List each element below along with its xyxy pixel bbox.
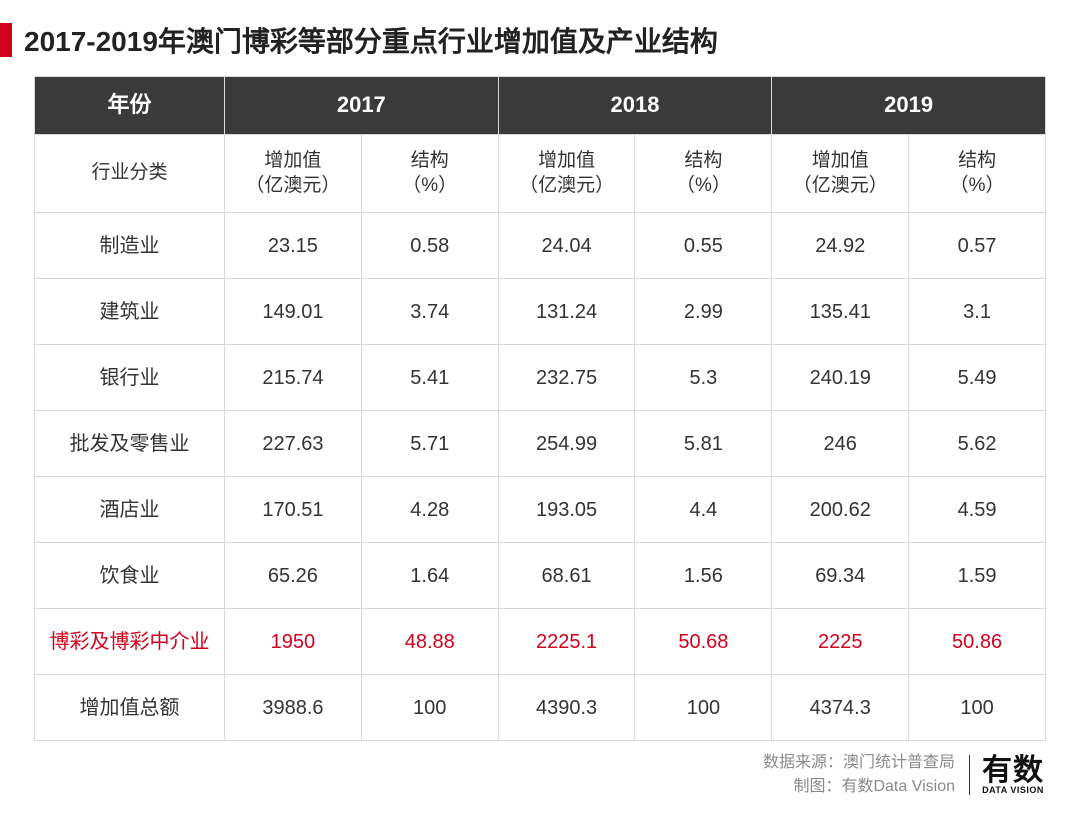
cell: 131.24 [498,279,635,345]
logo-main: 有数 [982,756,1044,786]
cell: 1.64 [361,543,498,609]
table-row: 博彩及博彩中介业195048.882225.150.68222550.86 [35,609,1046,675]
footer: 数据来源：澳门统计普查局 制图：有数Data Vision 有数 DATA VI… [0,741,1080,799]
year-2017: 2017 [225,77,499,135]
cell: 5.3 [635,345,772,411]
table-row: 批发及零售业227.635.71254.995.812465.62 [35,411,1046,477]
cell: 149.01 [225,279,362,345]
table-head: 年份 2017 2018 2019 行业分类 增加值（亿澳元） 结构（%） 增加… [35,77,1046,213]
year-label: 年份 [35,77,225,135]
cell: 193.05 [498,477,635,543]
cell: 4374.3 [772,675,909,741]
row-label: 批发及零售业 [35,411,225,477]
logo-sub: DATA VISION [982,786,1044,795]
cell: 48.88 [361,609,498,675]
cell: 232.75 [498,345,635,411]
data-table: 年份 2017 2018 2019 行业分类 增加值（亿澳元） 结构（%） 增加… [34,76,1046,741]
sub-share-2019: 结构（%） [909,135,1046,213]
table-row: 制造业23.150.5824.040.5524.920.57 [35,213,1046,279]
table-row: 增加值总额3988.61004390.31004374.3100 [35,675,1046,741]
table-row: 饮食业65.261.6468.611.5669.341.59 [35,543,1046,609]
cell: 227.63 [225,411,362,477]
cell: 24.92 [772,213,909,279]
year-2019: 2019 [772,77,1046,135]
cell: 2.99 [635,279,772,345]
footer-divider [969,755,970,795]
cell: 240.19 [772,345,909,411]
row-label: 饮食业 [35,543,225,609]
cell: 5.81 [635,411,772,477]
cell: 246 [772,411,909,477]
cell: 3.74 [361,279,498,345]
category-label: 行业分类 [35,135,225,213]
row-label: 银行业 [35,345,225,411]
title-bar: 2017-2019年澳门博彩等部分重点行业增加值及产业结构 [0,0,1080,76]
cell: 3.1 [909,279,1046,345]
sub-value-2017: 增加值（亿澳元） [225,135,362,213]
row-label: 酒店业 [35,477,225,543]
cell: 4.28 [361,477,498,543]
year-row: 年份 2017 2018 2019 [35,77,1046,135]
cell: 5.71 [361,411,498,477]
row-label: 建筑业 [35,279,225,345]
cell: 5.41 [361,345,498,411]
cell: 5.49 [909,345,1046,411]
year-2018: 2018 [498,77,772,135]
table-row: 银行业215.745.41232.755.3240.195.49 [35,345,1046,411]
cell: 50.86 [909,609,1046,675]
sub-share-2018: 结构（%） [635,135,772,213]
cell: 0.58 [361,213,498,279]
cell: 50.68 [635,609,772,675]
cell: 69.34 [772,543,909,609]
cell: 65.26 [225,543,362,609]
brand-logo: 有数 DATA VISION [982,756,1044,795]
cell: 1.59 [909,543,1046,609]
source-credit: 数据来源：澳门统计普查局 制图：有数Data Vision [763,751,955,799]
cell: 200.62 [772,477,909,543]
cell: 2225 [772,609,909,675]
subheader-row: 行业分类 增加值（亿澳元） 结构（%） 增加值（亿澳元） 结构（%） 增加值（亿… [35,135,1046,213]
row-label: 增加值总额 [35,675,225,741]
table-body: 制造业23.150.5824.040.5524.920.57建筑业149.013… [35,213,1046,741]
cell: 5.62 [909,411,1046,477]
table-row: 建筑业149.013.74131.242.99135.413.1 [35,279,1046,345]
cell: 1.56 [635,543,772,609]
accent-block [0,23,12,57]
cell: 0.57 [909,213,1046,279]
cell: 4.4 [635,477,772,543]
cell: 3988.6 [225,675,362,741]
table-container: 年份 2017 2018 2019 行业分类 增加值（亿澳元） 结构（%） 增加… [0,76,1080,741]
cell: 23.15 [225,213,362,279]
table-row: 酒店业170.514.28193.054.4200.624.59 [35,477,1046,543]
cell: 100 [635,675,772,741]
cell: 4.59 [909,477,1046,543]
cell: 24.04 [498,213,635,279]
page-title: 2017-2019年澳门博彩等部分重点行业增加值及产业结构 [24,20,718,60]
credit-line: 制图：有数Data Vision [763,775,955,799]
cell: 100 [909,675,1046,741]
cell: 135.41 [772,279,909,345]
cell: 254.99 [498,411,635,477]
row-label: 制造业 [35,213,225,279]
sub-value-2019: 增加值（亿澳元） [772,135,909,213]
cell: 4390.3 [498,675,635,741]
cell: 0.55 [635,213,772,279]
cell: 170.51 [225,477,362,543]
sub-share-2017: 结构（%） [361,135,498,213]
cell: 215.74 [225,345,362,411]
row-label: 博彩及博彩中介业 [35,609,225,675]
cell: 68.61 [498,543,635,609]
cell: 100 [361,675,498,741]
sub-value-2018: 增加值（亿澳元） [498,135,635,213]
source-line: 数据来源：澳门统计普查局 [763,751,955,775]
cell: 2225.1 [498,609,635,675]
cell: 1950 [225,609,362,675]
